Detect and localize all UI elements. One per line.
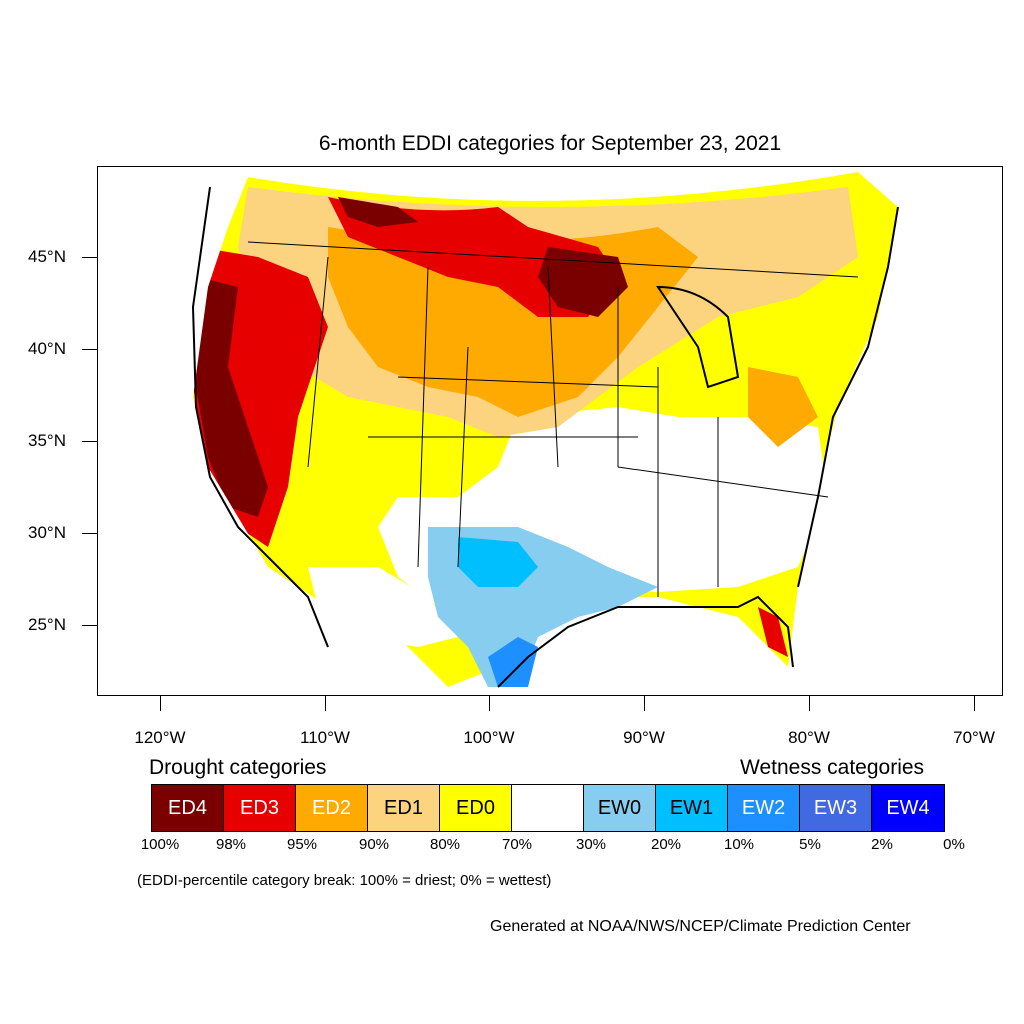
legend-swatch-ed0: ED0: [440, 785, 512, 831]
lon-label-100w: 100°W: [463, 728, 515, 747]
legend-swatch-ed3: ED3: [224, 785, 296, 831]
ed3-region-florida: [758, 607, 788, 657]
legend-swatch-ew2: EW2: [728, 785, 800, 831]
lat-label-35n: 35°N: [28, 431, 66, 450]
legend-swatch-ed2: ED2: [296, 785, 368, 831]
legend-swatch-ed4: ED4: [152, 785, 224, 831]
lon-label-70w: 70°W: [953, 728, 995, 747]
lon-label-90w: 90°W: [623, 728, 665, 747]
map-title: 6-month EDDI categories for September 23…: [318, 132, 782, 155]
ed4-region-west: [196, 277, 268, 517]
legend-break-label: 2%: [871, 836, 893, 853]
lon-tick: [974, 696, 975, 711]
legend-breaks-note: (EDDI-percentile category break: 100% = …: [137, 872, 552, 889]
coastlines: [191, 186, 899, 688]
eddi-map: [98, 167, 1002, 695]
legend-break-label: 90%: [358, 836, 390, 853]
ew2-region: [488, 637, 538, 687]
legend-color-bar: ED4 ED3 ED2 ED1 ED0 EW0 EW1 EW2 EW3 EW4: [151, 784, 945, 832]
lon-tick: [644, 696, 645, 711]
legend-break-label: 0%: [943, 836, 965, 853]
lat-label-40n: 40°N: [28, 339, 66, 358]
legend-swatch-ew4: EW4: [872, 785, 944, 831]
lon-label-120w: 120°W: [134, 728, 186, 747]
ed4-region-midwest: [538, 247, 628, 317]
normal-region-south: [308, 567, 458, 647]
lat-tick: [82, 257, 97, 258]
lon-tick: [160, 696, 161, 711]
lat-label-25n: 25°N: [28, 615, 66, 634]
legend-swatch-ew1: EW1: [656, 785, 728, 831]
lat-label-30n: 30°N: [28, 523, 66, 542]
legend-break-label: 30%: [575, 836, 607, 853]
legend-swatch-ed1: ED1: [368, 785, 440, 831]
ed4-region-north: [338, 197, 418, 227]
lon-label-80w: 80°W: [788, 728, 830, 747]
legend-break-label: 70%: [501, 836, 533, 853]
legend-break-label: 5%: [799, 836, 821, 853]
lat-label-45n: 45°N: [28, 247, 66, 266]
map-panel: [97, 166, 1003, 696]
legend-break-label: 95%: [286, 836, 318, 853]
legend-swatch-ew0: EW0: [584, 785, 656, 831]
legend-break-label: 10%: [723, 836, 755, 853]
state-boundaries: [247, 241, 859, 597]
ed2-region-east: [748, 367, 818, 447]
wetness-heading: Wetness categories: [740, 756, 925, 779]
legend-swatch-normal: [512, 785, 584, 831]
legend-break-label: 100%: [140, 836, 180, 853]
lat-tick: [82, 533, 97, 534]
lon-label-110w: 110°W: [300, 728, 350, 747]
lat-tick: [82, 625, 97, 626]
lat-tick: [82, 441, 97, 442]
drought-heading: Drought categories: [149, 756, 327, 779]
legend-swatch-ew3: EW3: [800, 785, 872, 831]
legend-break-label: 98%: [215, 836, 247, 853]
lat-tick: [82, 349, 97, 350]
lon-tick: [809, 696, 810, 711]
legend-break-label: 20%: [650, 836, 682, 853]
lon-tick: [325, 696, 326, 711]
legend-break-label: 80%: [429, 836, 461, 853]
credit-line: Generated at NOAA/NWS/NCEP/Climate Predi…: [490, 918, 911, 935]
lon-tick: [489, 696, 490, 711]
ew1-region: [458, 537, 538, 587]
